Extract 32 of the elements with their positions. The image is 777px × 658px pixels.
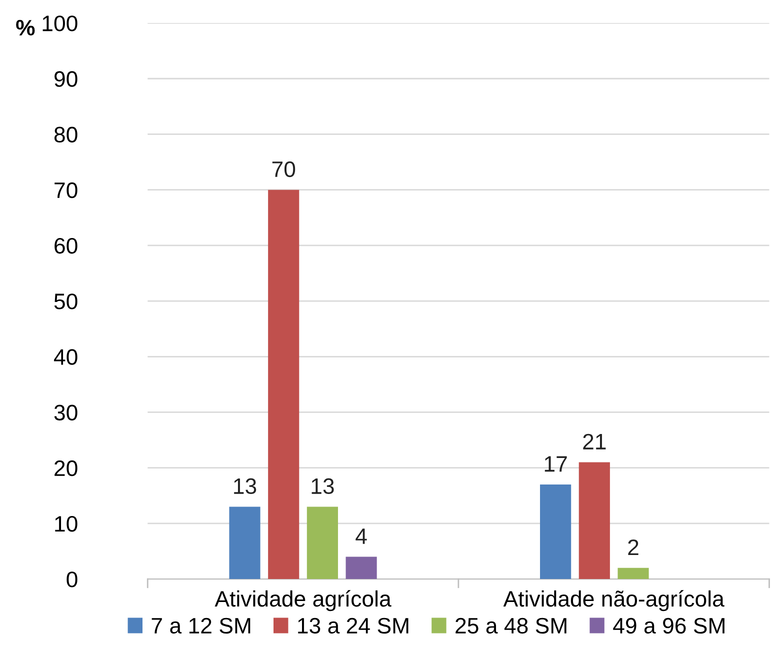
legend-label: 25 a 48 SM xyxy=(456,618,566,634)
data-label: 13 xyxy=(234,478,256,494)
data-label: 13 xyxy=(312,478,334,494)
data-label: 4 xyxy=(356,528,367,544)
x-tick-label: Atividade agrícola xyxy=(214,590,392,612)
x-tick-label: Atividade não-agrícola xyxy=(503,590,724,612)
bar xyxy=(268,190,300,580)
y-tick-label: 70 xyxy=(54,182,78,198)
y-axis-title: % xyxy=(16,20,35,36)
y-tick-label: 80 xyxy=(54,126,78,143)
bar xyxy=(540,484,572,580)
bar xyxy=(578,462,610,580)
bar xyxy=(618,568,649,580)
y-tick-label: 100 xyxy=(42,16,78,32)
bar xyxy=(346,556,377,580)
y-tick-label: 60 xyxy=(54,238,78,254)
y-tick-label: 90 xyxy=(54,71,78,87)
y-tick-label: 0 xyxy=(66,572,78,588)
legend-label: 13 a 24 SM xyxy=(298,618,408,634)
data-label: 2 xyxy=(628,539,638,555)
legend-label: 49 a 96 SM xyxy=(613,618,724,634)
y-tick-label: 30 xyxy=(54,404,78,421)
y-tick-label: 20 xyxy=(54,460,78,476)
data-label: 70 xyxy=(272,161,296,178)
y-tick-label: 10 xyxy=(55,516,78,532)
data-label: 21 xyxy=(583,434,606,450)
legend-label: 7 a 12 SM xyxy=(152,618,250,634)
y-tick-label: 40 xyxy=(54,349,78,365)
bar xyxy=(229,506,260,580)
data-label: 17 xyxy=(544,456,567,472)
y-tick-label: 50 xyxy=(54,294,78,310)
bar xyxy=(306,506,338,580)
